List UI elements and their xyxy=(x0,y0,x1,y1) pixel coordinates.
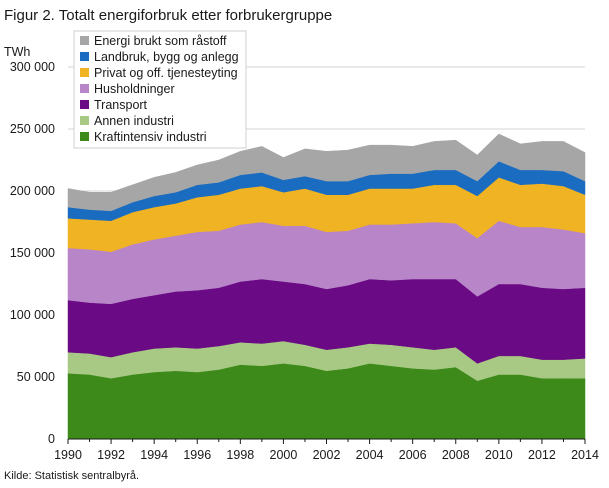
legend-swatch xyxy=(80,116,89,125)
y-tick-label: 100 000 xyxy=(10,308,55,322)
area-series-7 xyxy=(67,133,586,212)
y-axis-unit: TWh xyxy=(4,45,30,59)
y-tick-label: 50 000 xyxy=(17,370,55,384)
axes: 0 50 000 100 000 150 000 200 000 250 000 300 0… xyxy=(10,60,599,462)
legend-swatch xyxy=(80,68,89,77)
x-tick-label: 1996 xyxy=(183,448,211,462)
legend-label: Transport xyxy=(94,98,148,112)
y-tick-label: 150 000 xyxy=(10,246,55,260)
x-tick-label: 2008 xyxy=(442,448,470,462)
legend-box xyxy=(73,30,247,149)
x-tick-label: 1992 xyxy=(97,448,125,462)
y-tick-label: 0 xyxy=(48,432,55,446)
legend-label: Kraftintensiv industri xyxy=(94,130,207,144)
legend-label: Landbruk, bygg og anlegg xyxy=(94,50,239,64)
x-tick-label: 2004 xyxy=(356,448,384,462)
x-tick-label: 1998 xyxy=(226,448,254,462)
x-tick-label: 2000 xyxy=(270,448,298,462)
x-tick-label: 2012 xyxy=(528,448,556,462)
legend-swatch xyxy=(80,100,89,109)
legend-label: Husholdninger xyxy=(94,82,175,96)
x-tick-label: 2010 xyxy=(485,448,513,462)
area-series-group xyxy=(67,133,586,440)
source-note: Kilde: Statistisk sentralbyrå. xyxy=(4,470,140,482)
x-tick-label: 2002 xyxy=(313,448,341,462)
legend-label: Energi brukt som råstoff xyxy=(94,34,227,48)
x-tick-label: 2006 xyxy=(399,448,427,462)
x-tick-label: 1994 xyxy=(140,448,168,462)
legend-swatch xyxy=(80,52,89,61)
legend: Energi brukt som råstoff Landbruk, bygg o… xyxy=(73,30,247,149)
figure-title: Figur 2. Totalt energiforbruk etter forb… xyxy=(4,7,333,24)
y-tick-label: 200 000 xyxy=(10,184,55,198)
y-tick-label: 250 000 xyxy=(10,122,55,136)
x-tick-label: 2014 xyxy=(571,448,599,462)
legend-swatch xyxy=(80,132,89,141)
y-tick-label: 300 000 xyxy=(10,60,55,74)
legend-label: Annen industri xyxy=(94,114,174,128)
x-tick-label: 1990 xyxy=(54,448,82,462)
legend-label: Privat og off. tjenesteyting xyxy=(94,66,238,80)
legend-swatch xyxy=(80,84,89,93)
legend-swatch xyxy=(80,36,89,45)
